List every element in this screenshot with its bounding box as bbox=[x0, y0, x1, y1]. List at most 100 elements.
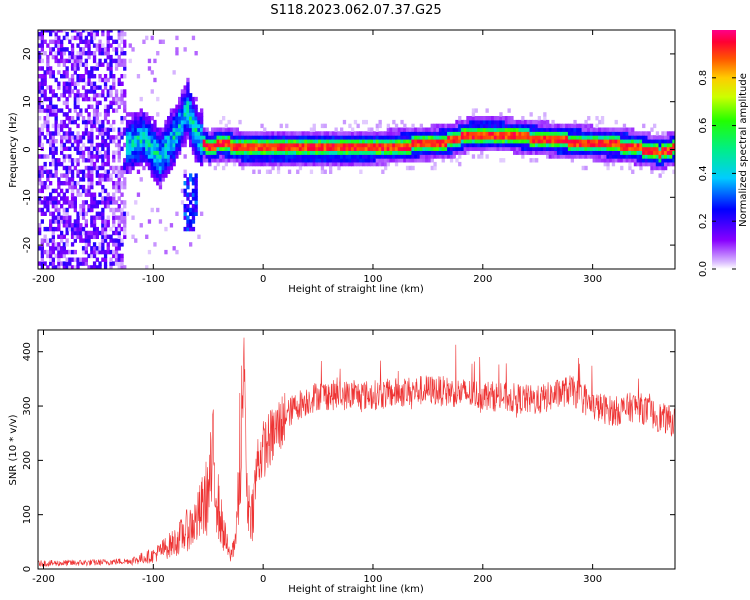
heatmap-cell bbox=[411, 135, 415, 140]
heatmap-cell bbox=[120, 173, 124, 178]
heatmap-cell bbox=[342, 119, 347, 125]
heatmap-cell bbox=[416, 154, 421, 159]
heatmap-cell bbox=[54, 93, 58, 98]
heatmap-cell bbox=[109, 30, 113, 33]
heatmap-cell bbox=[458, 146, 462, 151]
heatmap-cell bbox=[117, 30, 121, 33]
heatmap-cell bbox=[139, 127, 143, 132]
heatmap-cell bbox=[411, 139, 415, 144]
heatmap-cell bbox=[578, 142, 583, 148]
heatmap-cell bbox=[477, 127, 481, 132]
heatmap-cell bbox=[433, 154, 437, 159]
heatmap-cell bbox=[639, 135, 643, 140]
heatmap-cell bbox=[254, 150, 259, 155]
heatmap-cell bbox=[139, 223, 143, 228]
heatmap-cell bbox=[609, 150, 613, 155]
heatmap-cell bbox=[337, 131, 341, 136]
heatmap-cell bbox=[197, 135, 201, 140]
heatmap-cell bbox=[76, 173, 80, 178]
heatmap-cell bbox=[208, 158, 212, 163]
heatmap-cell bbox=[73, 135, 77, 140]
heatmap-cell bbox=[296, 142, 300, 148]
heatmap-cell bbox=[101, 230, 105, 236]
heatmap-cell bbox=[106, 31, 110, 37]
heatmap-cell bbox=[54, 58, 58, 64]
heatmap-cell bbox=[271, 146, 275, 151]
heatmap-cell bbox=[123, 223, 127, 228]
heatmap-cell bbox=[337, 161, 341, 167]
heatmap-cell bbox=[60, 261, 64, 266]
heatmap-cell bbox=[51, 47, 55, 52]
heatmap-cell bbox=[301, 161, 305, 167]
heatmap-cell bbox=[661, 142, 665, 148]
heatmap-cell bbox=[43, 51, 47, 56]
figure-title: S118.2023.062.07.37.G25 bbox=[270, 3, 441, 18]
heatmap-cell bbox=[158, 139, 163, 144]
heatmap-cell bbox=[81, 261, 86, 266]
heatmap-cell bbox=[578, 146, 583, 151]
heatmap-cell bbox=[340, 161, 344, 167]
heatmap-cell bbox=[455, 150, 459, 155]
heatmap-cell bbox=[592, 146, 596, 151]
heatmap-cell bbox=[51, 204, 55, 209]
heatmap-cell bbox=[40, 265, 44, 269]
heatmap-cell bbox=[46, 127, 50, 132]
heatmap-cell bbox=[65, 211, 69, 216]
heatmap-cell bbox=[331, 150, 336, 155]
heatmap-cell bbox=[109, 100, 113, 106]
heatmap-cell bbox=[491, 135, 495, 140]
heatmap-cell bbox=[81, 200, 86, 205]
heatmap-cell bbox=[87, 96, 91, 102]
heatmap-cell bbox=[84, 249, 88, 255]
heatmap-cell bbox=[92, 223, 97, 228]
heatmap-cell bbox=[87, 173, 91, 178]
heatmap-cell bbox=[123, 39, 127, 44]
heatmap-cell bbox=[367, 139, 371, 144]
heatmap-cell bbox=[639, 142, 643, 148]
heatmap-cell bbox=[488, 123, 492, 129]
heatmap-cell bbox=[427, 146, 432, 151]
heatmap-cell bbox=[274, 135, 278, 140]
heatmap-cell bbox=[581, 165, 585, 171]
heatmap-cell bbox=[246, 142, 250, 148]
heatmap-cell bbox=[79, 169, 83, 174]
heatmap-cell bbox=[573, 135, 577, 140]
heatmap-cell bbox=[54, 131, 58, 136]
heatmap-cell bbox=[76, 161, 80, 167]
heatmap-cell bbox=[394, 158, 399, 163]
heatmap-cell bbox=[191, 150, 196, 155]
heatmap-cell bbox=[384, 142, 388, 148]
heatmap-cell bbox=[502, 158, 506, 163]
heatmap-cell bbox=[581, 135, 585, 140]
heatmap-cell bbox=[117, 169, 121, 174]
heatmap-cell bbox=[134, 116, 138, 121]
heatmap-cell bbox=[205, 150, 209, 155]
heatmap-cell bbox=[235, 158, 239, 163]
heatmap-cell bbox=[304, 154, 308, 159]
heatmap-cell bbox=[600, 131, 605, 136]
heatmap-cell bbox=[658, 165, 662, 171]
heatmap-cell bbox=[189, 119, 193, 125]
heatmap-cell bbox=[81, 169, 86, 174]
heatmap-cell bbox=[134, 158, 138, 163]
heatmap-cell bbox=[356, 139, 360, 144]
heatmap-cell bbox=[134, 150, 138, 155]
heatmap-cell bbox=[367, 127, 371, 132]
heatmap-cell bbox=[570, 158, 574, 163]
heatmap-cell bbox=[532, 139, 536, 144]
heatmap-cell bbox=[235, 139, 239, 144]
spectrogram-frame bbox=[37, 29, 676, 270]
heatmap-cell bbox=[76, 89, 80, 94]
heatmap-cell bbox=[139, 108, 143, 113]
heatmap-cell bbox=[79, 31, 83, 37]
heatmap-cell bbox=[480, 119, 484, 125]
heatmap-cell bbox=[554, 123, 558, 129]
heatmap-cell bbox=[70, 62, 75, 67]
x-tick-label: -200 bbox=[32, 274, 55, 285]
heatmap-cell bbox=[578, 150, 583, 155]
heatmap-cell bbox=[405, 165, 410, 171]
heatmap-cell bbox=[194, 51, 198, 56]
heatmap-cell bbox=[265, 135, 270, 140]
heatmap-cell bbox=[186, 77, 190, 83]
heatmap-cell bbox=[493, 142, 498, 148]
